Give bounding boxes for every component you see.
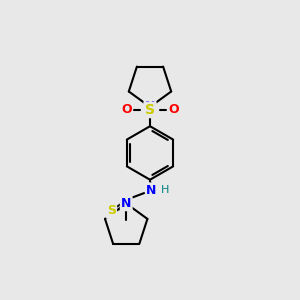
Text: H: H	[161, 185, 169, 195]
Text: N: N	[121, 197, 131, 210]
Text: N: N	[146, 184, 157, 196]
Text: N: N	[145, 100, 155, 113]
Text: S: S	[107, 204, 116, 218]
Text: O: O	[121, 103, 131, 116]
Text: O: O	[169, 103, 179, 116]
Text: S: S	[145, 103, 155, 117]
